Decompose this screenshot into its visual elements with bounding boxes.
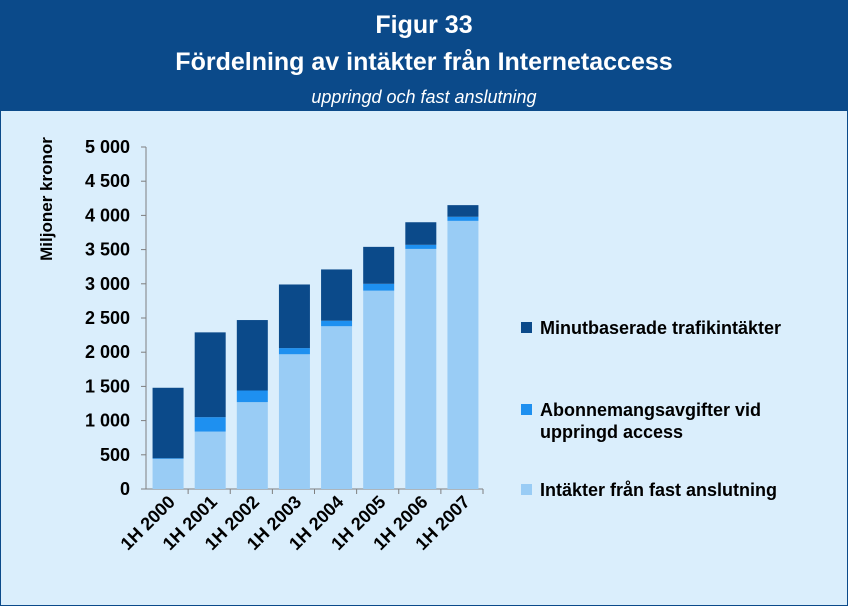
chart-bars (152, 205, 479, 489)
y-tick-label: 2 000 (85, 342, 130, 362)
legend-label: Abonnemangsavgifter vid (540, 400, 761, 420)
y-tick-label: 4 500 (85, 171, 130, 191)
y-tick-label: 1 500 (85, 376, 130, 396)
y-tick-label: 2 500 (85, 308, 130, 328)
bar-segment (278, 348, 310, 355)
bar-segment (321, 326, 353, 489)
y-tick-label: 500 (100, 445, 130, 465)
bar-segment (194, 431, 226, 489)
bar-segment (236, 390, 268, 403)
bar-segment (405, 248, 437, 489)
legend-label: Intäkter från fast anslutning (540, 480, 777, 500)
y-axis-label: Miljoner kronor (37, 137, 56, 261)
chart-subtitle: uppringd och fast anslutning (311, 87, 537, 107)
bar-segment (236, 320, 268, 391)
bar-segment (278, 354, 310, 489)
chart-title: Fördelning av intäkter från Internetacce… (175, 48, 673, 76)
bar-segment (278, 284, 310, 349)
bar-segment (447, 220, 479, 489)
bar-segment (447, 205, 479, 217)
bar-segment (405, 244, 437, 249)
chart-header: Figur 33 Fördelning av intäkter från Int… (1, 1, 847, 111)
figure-label: Figur 33 (375, 11, 473, 39)
legend-swatch (521, 484, 532, 495)
bar-segment (363, 283, 395, 291)
legend-swatch (521, 404, 532, 415)
bar-segment (321, 320, 353, 327)
y-tick-label: 5 000 (85, 137, 130, 157)
bar-segment (152, 387, 184, 459)
legend-label: uppringd access (540, 422, 683, 442)
bar-segment (194, 332, 226, 418)
bar-segment (236, 402, 268, 489)
chart-legend: Minutbaserade trafikintäkter Abonnemangsa… (521, 318, 781, 500)
bar-segment (152, 458, 184, 459)
legend-swatch (521, 322, 532, 333)
bar-segment (405, 222, 437, 245)
y-tick-label: 1 000 (85, 411, 130, 431)
y-tick-label: 4 000 (85, 205, 130, 225)
bar-segment (447, 216, 479, 221)
bar-segment (152, 458, 184, 489)
bar-segment (194, 417, 226, 432)
y-tick-label: 3 500 (85, 240, 130, 260)
bar-segment (363, 246, 395, 284)
bar-segment (363, 290, 395, 489)
y-tick-label: 3 000 (85, 274, 130, 294)
legend-label: Minutbaserade trafikintäkter (540, 318, 781, 338)
y-tick-label: 0 (120, 479, 130, 499)
bar-segment (321, 269, 353, 321)
